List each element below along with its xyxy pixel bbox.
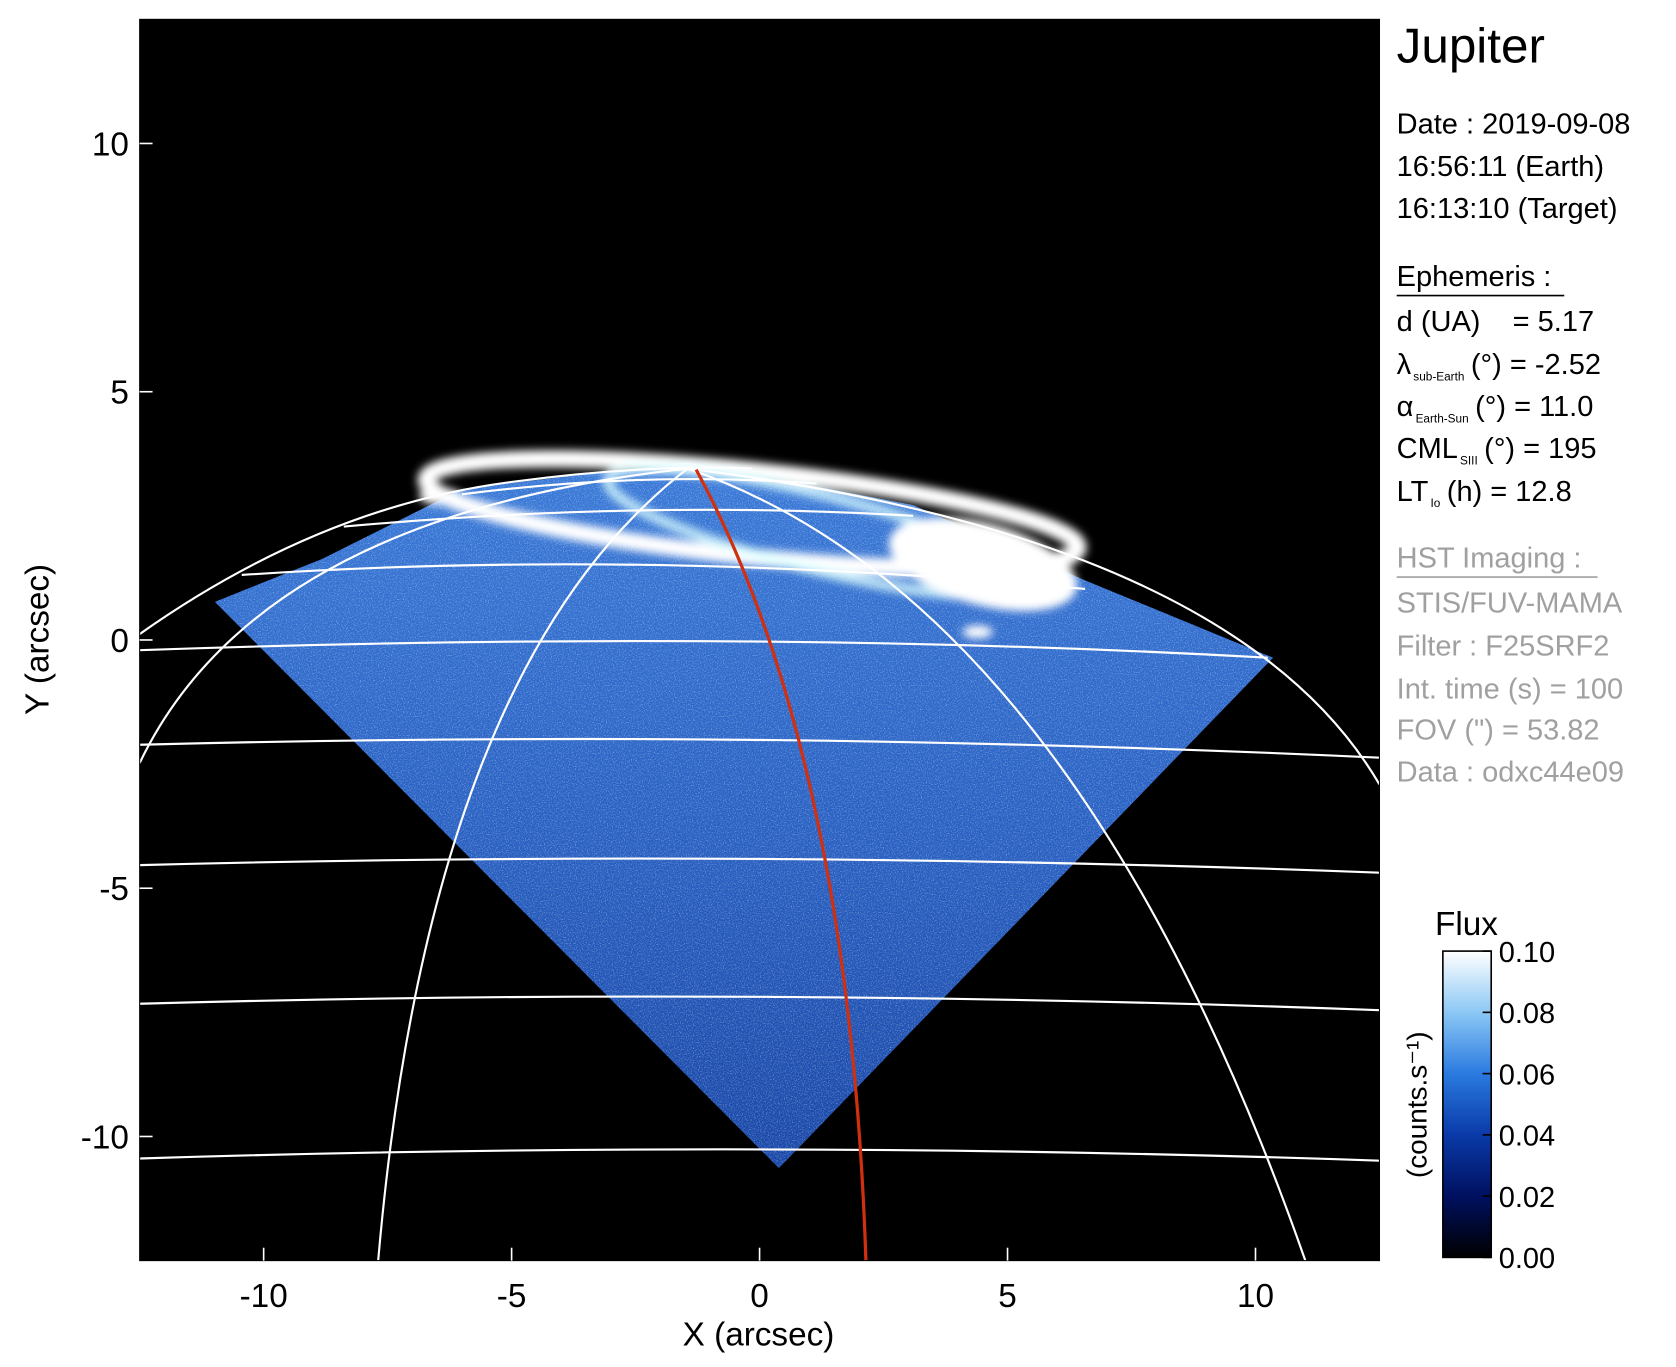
- latitude-line: [139, 1148, 1380, 1162]
- latitude-line: [139, 639, 1268, 659]
- y-tick-label: 0: [110, 623, 129, 660]
- entry-symbol: CML: [1397, 433, 1458, 465]
- x-tick-label: 0: [750, 1278, 769, 1315]
- x-tick-label: 5: [998, 1278, 1017, 1315]
- ephemeris-entry: λ sub-Earth (°) = -2.52: [1397, 349, 1601, 383]
- central-meridian: [694, 468, 868, 1261]
- ephemeris-entry: d (UA) = 5.17: [1397, 306, 1594, 338]
- imaging-line: FOV (") = 53.82: [1397, 714, 1600, 746]
- x-tick-label: -5: [497, 1278, 527, 1315]
- colorbar: [1442, 950, 1493, 1259]
- latitude-line: [343, 508, 914, 528]
- entry-text: d (UA) = 5.17: [1397, 306, 1594, 338]
- entry-subscript: Earth-Sun: [1416, 411, 1469, 425]
- y-tick-label: -10: [81, 1119, 129, 1156]
- entry-subscript: sub-Earth: [1413, 369, 1464, 383]
- entry-value: (°) = -2.52: [1471, 349, 1601, 381]
- detector-noise: [214, 462, 1274, 1169]
- limb: [139, 466, 753, 635]
- meridian: [139, 467, 688, 764]
- image-content: [139, 450, 1380, 1261]
- latitude-line: [139, 857, 1380, 874]
- colorbar-tick-label: 0.04: [1499, 1121, 1555, 1153]
- colorbar-tick-label: 0.00: [1499, 1243, 1555, 1275]
- date-line: 16:56:11 (Earth): [1397, 151, 1604, 183]
- entry-symbol: α: [1397, 391, 1414, 423]
- date-line: 16:13:10 (Target): [1397, 193, 1618, 225]
- x-tick-label: 10: [1237, 1278, 1274, 1315]
- colorbar-label: Flux: [1435, 906, 1498, 943]
- colorbar-tick-label: 0.06: [1499, 1059, 1555, 1091]
- imaging-line: Int. time (s) = 100: [1397, 674, 1623, 706]
- imaging-line: STIS/FUV-MAMA: [1397, 588, 1623, 620]
- colorbar-tick-label: 0.02: [1499, 1182, 1555, 1214]
- date-line: Date : 2019-09-08: [1397, 108, 1631, 140]
- imaging-block: HST Imaging : STIS/FUV-MAMA Filter : F25…: [1397, 542, 1624, 788]
- meridian: [687, 467, 1380, 786]
- entry-subscript: SIII: [1460, 453, 1478, 467]
- latitude-line: [241, 563, 1086, 590]
- colorbar-unit: (counts.s⁻¹): [1402, 1031, 1433, 1178]
- x-tick-label: -10: [240, 1278, 288, 1315]
- entry-subscript: Io: [1431, 496, 1441, 510]
- meridian: [687, 467, 1307, 1261]
- y-tick-label: 10: [92, 126, 129, 163]
- latitude-line: [139, 995, 1380, 1012]
- ephemeris-entry: CML SIII (°) = 195: [1397, 433, 1597, 467]
- entry-value: (h) = 12.8: [1447, 476, 1572, 508]
- y-axis-label: Y (arcsec): [19, 564, 56, 715]
- ephemeris-entry: LT Io (h) = 12.8: [1397, 476, 1572, 510]
- target-title: Jupiter: [1397, 18, 1545, 73]
- ephemeris-title: Ephemeris :: [1397, 261, 1552, 293]
- colorbar-tick-label: 0.10: [1499, 937, 1555, 969]
- y-tick-label: 5: [110, 375, 129, 412]
- x-axis-label: X (arcsec): [683, 1317, 835, 1354]
- colorbar-tick-label: 0.08: [1499, 998, 1555, 1030]
- y-tick-label: -5: [99, 871, 129, 908]
- latitude-line: [139, 737, 1380, 759]
- entry-value: (°) = 11.0: [1475, 391, 1593, 423]
- entry-value: (°) = 195: [1484, 433, 1596, 465]
- imaging-title: HST Imaging :: [1397, 542, 1582, 574]
- ephemeris-entry: α Earth-Sun (°) = 11.0: [1397, 391, 1594, 425]
- meridian: [377, 467, 689, 1261]
- imaging-line: Filter : F25SRF2: [1397, 631, 1610, 663]
- imaging-line: Data : odxc44e09: [1397, 756, 1624, 788]
- entry-symbol: LT: [1397, 476, 1429, 508]
- planet-grid: [139, 466, 1380, 1261]
- entry-symbol: λ: [1397, 349, 1412, 381]
